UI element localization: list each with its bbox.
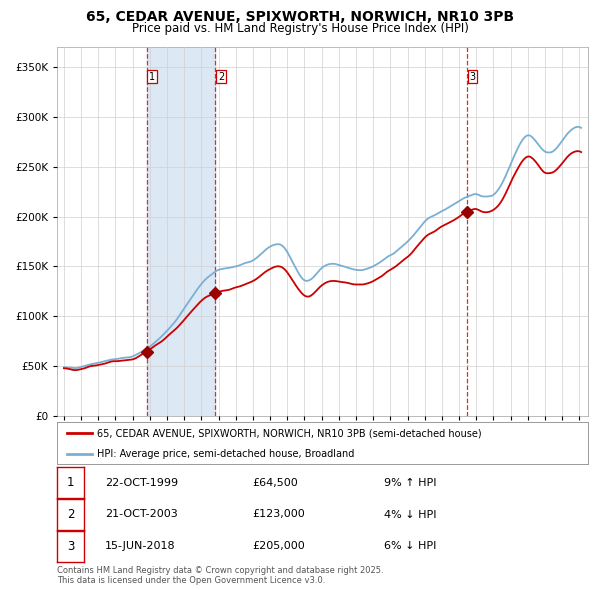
Text: 6% ↓ HPI: 6% ↓ HPI: [384, 542, 436, 551]
Text: HPI: Average price, semi-detached house, Broadland: HPI: Average price, semi-detached house,…: [97, 449, 354, 459]
Text: Contains HM Land Registry data © Crown copyright and database right 2025.
This d: Contains HM Land Registry data © Crown c…: [57, 566, 383, 585]
Text: 2: 2: [218, 72, 224, 81]
Text: 1: 1: [149, 72, 155, 81]
Bar: [146, 47, 215, 416]
Text: 2: 2: [67, 508, 74, 521]
Text: 65, CEDAR AVENUE, SPIXWORTH, NORWICH, NR10 3PB: 65, CEDAR AVENUE, SPIXWORTH, NORWICH, NR…: [86, 10, 514, 24]
Text: 4% ↓ HPI: 4% ↓ HPI: [384, 510, 437, 519]
Text: 1: 1: [67, 476, 74, 489]
Text: 3: 3: [470, 72, 476, 81]
Text: Price paid vs. HM Land Registry's House Price Index (HPI): Price paid vs. HM Land Registry's House …: [131, 22, 469, 35]
Text: 3: 3: [67, 540, 74, 553]
Text: £205,000: £205,000: [252, 542, 305, 551]
Text: 9% ↑ HPI: 9% ↑ HPI: [384, 478, 437, 487]
Text: 22-OCT-1999: 22-OCT-1999: [105, 478, 178, 487]
Text: 15-JUN-2018: 15-JUN-2018: [105, 542, 176, 551]
Text: 65, CEDAR AVENUE, SPIXWORTH, NORWICH, NR10 3PB (semi-detached house): 65, CEDAR AVENUE, SPIXWORTH, NORWICH, NR…: [97, 428, 481, 438]
Text: £64,500: £64,500: [252, 478, 298, 487]
Text: 21-OCT-2003: 21-OCT-2003: [105, 510, 178, 519]
Text: £123,000: £123,000: [252, 510, 305, 519]
